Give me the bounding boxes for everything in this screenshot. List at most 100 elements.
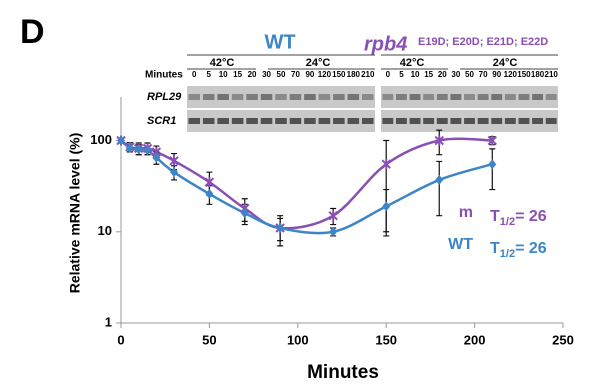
gel-band [232, 94, 244, 100]
lane-label: 70 [479, 70, 488, 79]
gel-band [188, 118, 200, 124]
gel-band [217, 118, 229, 124]
temp-label: 24°C [306, 57, 331, 69]
temp-label: 24°C [493, 57, 518, 69]
gel-band [275, 118, 287, 124]
half-life-part: = 26 [515, 240, 547, 257]
panel-label: D [20, 13, 45, 51]
figure: D WT rpb4 E19D; E20D; E21D; E22D 42°C 24… [0, 0, 594, 388]
lane-label: 70 [291, 70, 300, 79]
marker [382, 159, 390, 169]
gel-band [362, 94, 374, 100]
lane-label: 30 [262, 70, 271, 79]
error-bar [383, 190, 389, 236]
marker [435, 175, 443, 185]
lane-label: 150 [517, 70, 531, 79]
error-bar [436, 161, 442, 215]
lane-label: 90 [305, 70, 314, 79]
temp-label: 42°C [400, 57, 425, 69]
gel-band [290, 118, 302, 124]
x-axis-label: Minutes [307, 362, 379, 383]
lane-label: 210 [545, 70, 559, 79]
gel-band [333, 118, 345, 124]
mutant-alleles: E19D; E20D; E21D; E22D [418, 36, 548, 48]
legend-label: m [459, 204, 473, 221]
gel-band [410, 118, 421, 124]
gel-band [362, 118, 374, 124]
gel-band [546, 94, 557, 100]
gel-band [246, 118, 258, 124]
half-life-part: T [490, 240, 500, 257]
lane-label: 10 [411, 70, 420, 79]
gel-band [532, 118, 543, 124]
half-life: T1/2= 26 [490, 208, 547, 228]
lane-label: 150 [332, 70, 346, 79]
gel-band [464, 118, 475, 124]
temp-label: 42°C [210, 57, 235, 69]
half-life-part: = 26 [515, 208, 547, 225]
gene-label: SCR1 [147, 115, 176, 127]
lane-label: 5 [206, 70, 211, 79]
gel-band [396, 94, 407, 100]
lane-label: 50 [465, 70, 474, 79]
gel-band [319, 118, 331, 124]
lane-label: 20 [248, 70, 257, 79]
half-life-part: T [490, 208, 500, 225]
gel-band [290, 94, 302, 100]
wt-header: WT [264, 31, 295, 53]
marker [488, 159, 496, 169]
gel-band [478, 94, 489, 100]
gel-band [546, 118, 557, 124]
gel-band [519, 118, 530, 124]
half-life-part: 1/2 [500, 248, 515, 260]
lane-label: 120 [504, 70, 518, 79]
gel-band [203, 118, 215, 124]
gel-band [450, 118, 461, 124]
lane-label: 50 [277, 70, 286, 79]
gel-band [505, 94, 516, 100]
gel-band [304, 94, 316, 100]
x-tick-label: 200 [464, 332, 486, 347]
gel-band [348, 118, 360, 124]
half-life-part: 1/2 [500, 216, 515, 228]
gel-band [261, 118, 273, 124]
gel-band [319, 94, 331, 100]
lane-label: 210 [361, 70, 375, 79]
x-tick-label: 50 [202, 332, 216, 347]
gel-band [246, 94, 258, 100]
marker [382, 201, 390, 211]
x-tick-label: 100 [287, 332, 309, 347]
gel-band [519, 94, 530, 100]
lane-label: 0 [386, 70, 391, 79]
series-line [121, 139, 492, 228]
x-tick-label: 0 [117, 332, 124, 347]
lane-label: 30 [451, 70, 460, 79]
y-tick-label: 1 [105, 314, 112, 329]
mutant-gene: rpb4 [364, 33, 407, 55]
gel-band [396, 118, 407, 124]
marker [205, 177, 213, 187]
lane-label: 5 [399, 70, 404, 79]
gel-band [275, 94, 287, 100]
marker [329, 211, 337, 221]
gel-band [437, 94, 448, 100]
lane-label: 180 [531, 70, 545, 79]
error-bar [489, 149, 495, 190]
gene-label: RPL29 [147, 91, 182, 103]
gel-band [203, 94, 215, 100]
gel-band [188, 94, 200, 100]
legend-label: WT [448, 236, 473, 253]
gel-band [505, 118, 516, 124]
gel-band [348, 94, 360, 100]
lane-label: 10 [219, 70, 228, 79]
y-tick-label: 10 [98, 223, 112, 238]
y-axis-label: Relative mRNA level (%) [67, 133, 83, 294]
gel-band [478, 118, 489, 124]
gel-band [382, 118, 393, 124]
lane-label: 15 [424, 70, 433, 79]
gel-band [217, 94, 229, 100]
y-tick-label: 100 [90, 132, 112, 147]
gel-band [532, 94, 543, 100]
gel-band [423, 118, 434, 124]
lane-label: 90 [492, 70, 501, 79]
